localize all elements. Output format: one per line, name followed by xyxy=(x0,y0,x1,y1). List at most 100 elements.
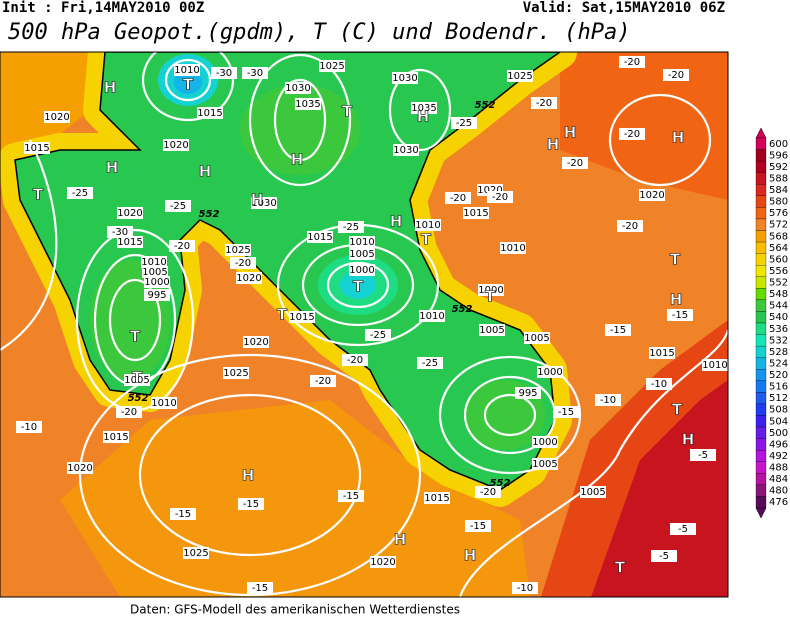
temperature-label-box xyxy=(165,200,191,212)
temperature-label-box xyxy=(338,221,364,233)
isobar-label-box xyxy=(285,82,311,94)
colorbar-label: 484 xyxy=(769,474,788,485)
isobar-label-box xyxy=(117,207,143,219)
isobar-label: 995 xyxy=(147,290,166,301)
isobar-label: 1005 xyxy=(349,249,374,260)
colorbar-swatch xyxy=(755,345,767,358)
isobar-label: 1020 xyxy=(477,185,502,196)
temperature-label-box xyxy=(116,406,142,418)
isobar-label: 1015 xyxy=(117,237,142,248)
isobar-label: 1000 xyxy=(537,367,562,378)
pressure-center: H xyxy=(464,547,477,565)
field xyxy=(60,400,530,597)
colorbar-swatch xyxy=(755,241,767,254)
isobar-label: 1000 xyxy=(144,277,169,288)
pressure-center: T xyxy=(615,559,626,577)
colorbar-label: 584 xyxy=(769,185,788,196)
temperature-label-box xyxy=(170,508,196,520)
colorbar-arrow-bottom xyxy=(755,507,767,519)
temperature-label-box xyxy=(646,378,672,390)
isobar-label: 1010 xyxy=(151,398,176,409)
temperature-label: -25 xyxy=(422,358,438,369)
geopotential-label: 552 xyxy=(490,478,511,489)
isobar-label-box xyxy=(197,107,223,119)
colorbar-label: 508 xyxy=(769,405,788,416)
field xyxy=(240,85,360,175)
temperature-label-box xyxy=(365,329,391,341)
isobar-label-box xyxy=(251,197,277,209)
isobar-label-box xyxy=(349,248,375,260)
temperature-label: -25 xyxy=(72,188,88,199)
temperature-label: -10 xyxy=(600,395,616,406)
isobar-label: 1005 xyxy=(580,487,605,498)
isobar-label: 1020 xyxy=(243,337,268,348)
isobar-label: 1020 xyxy=(236,273,261,284)
temperature-label: -20 xyxy=(450,193,466,204)
colorbar-swatch xyxy=(755,195,767,208)
isobar-label: 1005 xyxy=(524,333,549,344)
isobar-label-box xyxy=(183,547,209,559)
colorbar-swatch xyxy=(755,496,767,509)
isobar-label: 1020 xyxy=(370,557,395,568)
isobar-label: 1010 xyxy=(419,311,444,322)
colorbar-swatch xyxy=(755,426,767,439)
temperature-label: -15 xyxy=(610,325,626,336)
temperature-label: -25 xyxy=(343,222,359,233)
temperature-label: -5 xyxy=(659,551,669,562)
isobar-label: 1035 xyxy=(411,103,436,114)
pressure-center: T xyxy=(670,251,681,269)
isobar-label: 1015 xyxy=(103,432,128,443)
isobar-label-box xyxy=(507,70,533,82)
temperature-label-box xyxy=(67,187,93,199)
colorbar-label: 572 xyxy=(769,220,788,231)
isobar-label: 1020 xyxy=(44,112,69,123)
isobar-label: 1000 xyxy=(532,437,557,448)
temperature-label: -20 xyxy=(235,258,251,269)
temperature-label: -30 xyxy=(247,68,263,79)
temperature-label: -30 xyxy=(112,227,128,238)
isobar-label: 1005 xyxy=(142,267,167,278)
isobar-label-box xyxy=(103,431,129,443)
temperature-label-box xyxy=(487,191,513,203)
isobar-label-box xyxy=(144,276,170,288)
colorbar-label: 552 xyxy=(769,278,788,289)
isobar-label: 1000 xyxy=(478,285,503,296)
isobar-label-box xyxy=(463,207,489,219)
isobar-label-box xyxy=(515,387,541,399)
pressure-center: H xyxy=(672,129,685,147)
temperature-label: -20 xyxy=(536,98,552,109)
isobar-label-box xyxy=(142,266,168,278)
temperature-label: -20 xyxy=(174,241,190,252)
isobar-label: 1020 xyxy=(117,208,142,219)
colorbar-label: 536 xyxy=(769,324,788,335)
field xyxy=(340,271,376,299)
colorbar-label: 504 xyxy=(769,416,788,427)
isobar-label-box xyxy=(639,189,665,201)
temperature-label: -20 xyxy=(624,57,640,68)
temperature-label: -15 xyxy=(470,521,486,532)
temperature-label: -20 xyxy=(121,407,137,418)
field xyxy=(0,52,110,160)
isobar-label: 1005 xyxy=(479,325,504,336)
colorbar-swatch xyxy=(755,299,767,312)
colorbar-label: 588 xyxy=(769,173,788,184)
temperature-label-box xyxy=(690,449,716,461)
temperature-label-box xyxy=(211,67,237,79)
temperature-label-box xyxy=(512,582,538,594)
isobar-label: 1020 xyxy=(639,190,664,201)
colorbar-label: 580 xyxy=(769,197,788,208)
pressure-center: H xyxy=(106,159,119,177)
isobar-label-box xyxy=(411,102,437,114)
isobar-label: 1025 xyxy=(225,245,250,256)
isobar-label-box xyxy=(393,144,419,156)
pressure-center: H xyxy=(547,136,560,154)
temperature-label: -20 xyxy=(492,192,508,203)
isobar-label: 1010 xyxy=(500,243,525,254)
colorbar-label: 600 xyxy=(769,139,788,150)
isobar-label-box xyxy=(319,60,345,72)
temperature-label: -20 xyxy=(622,221,638,232)
colorbar-label: 512 xyxy=(769,393,788,404)
colorbar-swatch xyxy=(755,484,767,497)
temperature-label: -20 xyxy=(668,70,684,81)
